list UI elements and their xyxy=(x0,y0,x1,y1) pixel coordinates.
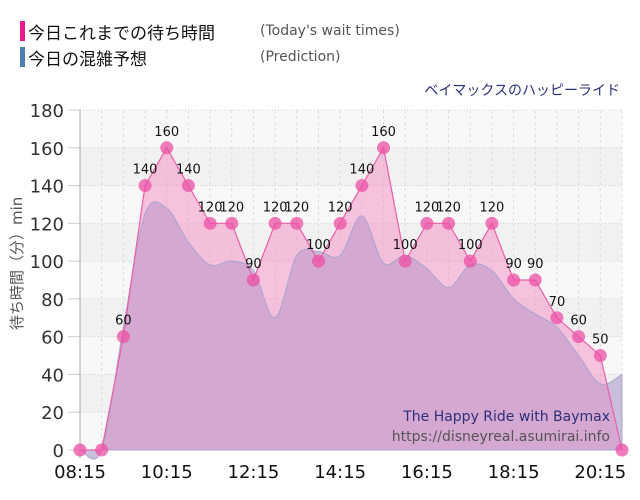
x-tick-label: 12:15 xyxy=(228,462,280,483)
data-label: 90 xyxy=(505,257,522,272)
prediction-swatch-icon xyxy=(20,47,25,67)
data-point[interactable] xyxy=(246,273,260,287)
data-point[interactable] xyxy=(95,443,109,457)
data-point[interactable] xyxy=(507,273,521,287)
data-label: 120 xyxy=(284,200,309,215)
data-point[interactable] xyxy=(290,216,304,230)
y-tick-label: 20 xyxy=(41,403,64,424)
data-point[interactable] xyxy=(225,216,239,230)
prediction-line xyxy=(79,201,623,460)
y-tick-label: 120 xyxy=(30,214,64,235)
x-tick-label: 10:15 xyxy=(141,462,193,483)
data-label: 100 xyxy=(458,238,483,253)
data-point[interactable] xyxy=(203,216,217,230)
data-point[interactable] xyxy=(572,330,586,344)
data-point[interactable] xyxy=(333,216,347,230)
data-label: 50 xyxy=(592,333,609,348)
data-point[interactable] xyxy=(485,216,499,230)
data-label: 120 xyxy=(480,200,505,215)
x-tick-label: 14:15 xyxy=(314,462,366,483)
legend: 今日これまでの待ち時間 (Today's wait times) 今日の混雑予想… xyxy=(20,18,400,70)
data-point[interactable] xyxy=(442,216,456,230)
y-axis-label: 待ち時間（分）min xyxy=(8,197,26,330)
data-label: 140 xyxy=(349,163,374,178)
y-tick-label: 80 xyxy=(41,290,64,311)
legend-prediction-jp: 今日の混雑予想 xyxy=(28,49,147,70)
data-label: 120 xyxy=(219,200,244,215)
ride-title: ベイマックスのハッピーライド xyxy=(424,83,620,99)
data-label: 120 xyxy=(414,200,439,215)
y-tick-label: 0 xyxy=(53,441,64,462)
data-point[interactable] xyxy=(615,443,629,457)
data-point[interactable] xyxy=(463,254,477,268)
data-label: 60 xyxy=(570,314,587,329)
data-label: 160 xyxy=(154,125,179,140)
data-point[interactable] xyxy=(311,254,325,268)
x-tick-label: 08:15 xyxy=(54,462,106,483)
data-label: 100 xyxy=(393,238,418,253)
data-point[interactable] xyxy=(355,179,369,193)
y-tick-label: 40 xyxy=(41,365,64,386)
x-tick-label: 16:15 xyxy=(401,462,453,483)
data-label: 140 xyxy=(133,163,158,178)
data-point[interactable] xyxy=(528,273,542,287)
y-tick-label: 100 xyxy=(30,252,64,273)
data-label: 70 xyxy=(549,295,566,310)
data-point[interactable] xyxy=(73,443,87,457)
watermark-title: The Happy Ride with Baymax xyxy=(402,409,610,425)
data-label: 90 xyxy=(245,257,262,272)
data-label: 140 xyxy=(176,163,201,178)
data-label: 60 xyxy=(115,314,132,329)
data-label: 100 xyxy=(306,238,331,253)
x-tick-label: 20:15 xyxy=(574,462,626,483)
data-point[interactable] xyxy=(593,349,607,363)
data-point[interactable] xyxy=(550,311,564,325)
data-label: 120 xyxy=(328,200,353,215)
data-point[interactable] xyxy=(116,330,130,344)
legend-prediction-en: (Prediction) xyxy=(260,49,341,65)
x-tick-label: 18:15 xyxy=(488,462,540,483)
actual-swatch-icon xyxy=(20,21,25,41)
y-tick-label: 140 xyxy=(30,177,64,198)
data-label: 120 xyxy=(436,200,461,215)
data-point[interactable] xyxy=(160,141,174,155)
y-tick-label: 60 xyxy=(41,328,64,349)
data-point[interactable] xyxy=(138,179,152,193)
legend-item-prediction: 今日の混雑予想 (Prediction) xyxy=(20,44,400,70)
data-label: 120 xyxy=(198,200,223,215)
watermark-url: https://disneyreal.asumirai.info xyxy=(392,429,610,445)
data-label: 90 xyxy=(527,257,544,272)
legend-actual-en: (Today's wait times) xyxy=(260,23,400,39)
data-label: 160 xyxy=(371,125,396,140)
data-point[interactable] xyxy=(420,216,434,230)
data-label: 120 xyxy=(263,200,288,215)
data-point[interactable] xyxy=(268,216,282,230)
y-tick-label: 180 xyxy=(30,101,64,122)
data-point[interactable] xyxy=(181,179,195,193)
data-point[interactable] xyxy=(398,254,412,268)
legend-item-actual: 今日これまでの待ち時間 (Today's wait times) xyxy=(20,18,400,44)
legend-actual-jp: 今日これまでの待ち時間 xyxy=(28,23,215,44)
y-tick-label: 160 xyxy=(30,139,64,160)
data-point[interactable] xyxy=(377,141,391,155)
